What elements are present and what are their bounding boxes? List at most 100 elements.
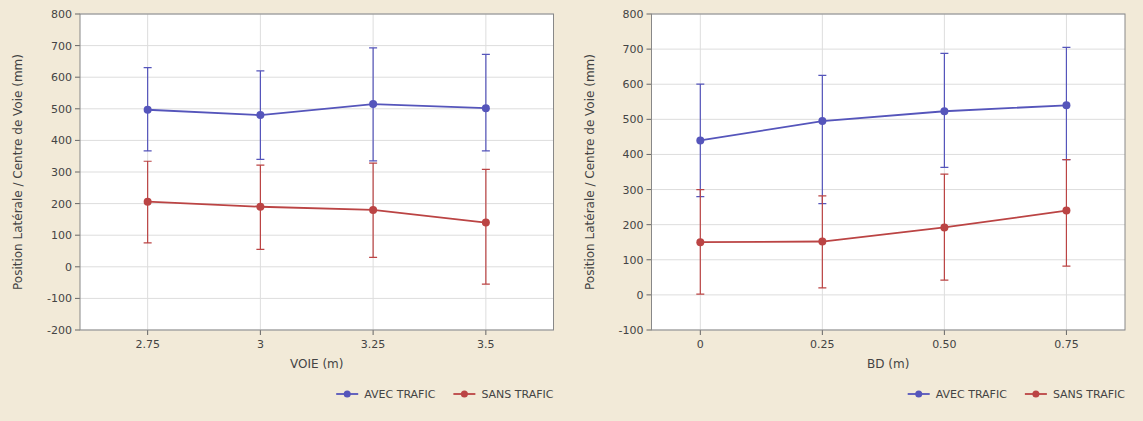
legend-item: AVEC TRAFIC [336,388,435,401]
point [696,136,704,144]
error-bar [369,163,377,257]
point [482,219,490,227]
tick-mark [647,49,652,50]
tick-label: 400 [623,148,644,161]
point [940,107,948,115]
grid-line [80,140,554,141]
point [369,206,377,214]
chart-panel: -200-10001002003004005006007008002.7533.… [11,8,554,401]
tick-mark [75,330,80,331]
x-axis-label: VOIE (m) [290,357,343,371]
grid-line [652,259,1126,260]
tick-label: 200 [623,219,644,232]
error-bar [818,196,826,288]
tick-mark [647,154,652,155]
tick-mark [647,84,652,85]
x-axis-label: BD (m) [867,357,909,371]
tick-mark [647,224,652,225]
data-layer [696,47,1070,294]
plot-frame [652,14,1126,330]
grid-line [80,266,554,267]
point [696,238,704,246]
tick-mark [1066,330,1067,335]
point [256,111,264,119]
tick-mark [75,77,80,78]
background [0,0,1143,421]
tick-label: 300 [623,184,644,197]
tick-label: 0 [65,261,72,274]
grid-line [80,172,554,173]
error-bar [256,165,264,249]
point [482,104,490,112]
grid [652,14,1126,330]
point [369,100,377,108]
tick-label: 0.25 [810,338,835,351]
tick-label: 0.75 [1054,338,1079,351]
tick-mark [75,108,80,109]
point [940,223,948,231]
tick-label: 700 [623,43,644,56]
legend-item: AVEC TRAFIC [908,388,1007,401]
error-bar [940,174,948,280]
tick-label: 300 [51,166,72,179]
chart-panel: -100010020030040050060070080000.250.500.… [583,8,1126,401]
error-bar [369,48,377,161]
grid-line [652,154,1126,155]
tick-label: 600 [51,71,72,84]
legend-label: AVEC TRAFIC [364,388,435,401]
error-bar [1062,160,1070,266]
tick-mark [147,330,148,335]
series [144,48,490,161]
tick-mark [485,330,486,335]
tick-mark [647,189,652,190]
legend-item: SANS TRAFIC [1025,388,1125,401]
tick-mark [700,330,701,335]
tick-label: 600 [623,78,644,91]
tick-label: -100 [619,324,644,337]
plot-area [652,14,1126,330]
tick-label: 3.25 [361,338,386,351]
tick-mark [647,119,652,120]
point [818,238,826,246]
tick-mark [944,330,945,335]
tick-label: 0 [697,338,704,351]
point [818,117,826,125]
legend-swatch [461,391,468,398]
tick-label: 0.50 [932,338,957,351]
tick-label: 500 [51,103,72,116]
tick-mark [647,259,652,260]
tick-label: 400 [51,134,72,147]
error-bar [818,75,826,203]
error-bar [144,161,152,243]
tick-mark [822,330,823,335]
tick-mark [75,203,80,204]
legend-label: AVEC TRAFIC [936,388,1007,401]
tick-label: 200 [51,198,72,211]
error-bar [256,71,264,159]
point [256,203,264,211]
point [144,106,152,114]
tick-label: -200 [47,324,72,337]
tick-mark [647,294,652,295]
tick-mark [75,235,80,236]
legend: AVEC TRAFIC SANS TRAFIC [908,388,1126,401]
grid-line [652,294,1126,295]
legend-swatch [915,391,922,398]
tick-mark [75,14,80,15]
tick-label: 100 [623,254,644,267]
legend-label: SANS TRAFIC [1053,388,1125,401]
legend: AVEC TRAFIC SANS TRAFIC [336,388,554,401]
grid [80,14,554,330]
tick-label: 0 [637,289,644,302]
error-bar [696,84,704,196]
error-bar [940,53,948,167]
tick-label: 3 [257,338,264,351]
tick-label: 3.5 [477,338,495,351]
series-line [148,202,486,223]
series-line [700,211,1066,243]
legend-label: SANS TRAFIC [481,388,553,401]
tick-mark [260,330,261,335]
grid-line [652,84,1126,85]
grid-line [652,224,1126,225]
grid-line [80,235,554,236]
